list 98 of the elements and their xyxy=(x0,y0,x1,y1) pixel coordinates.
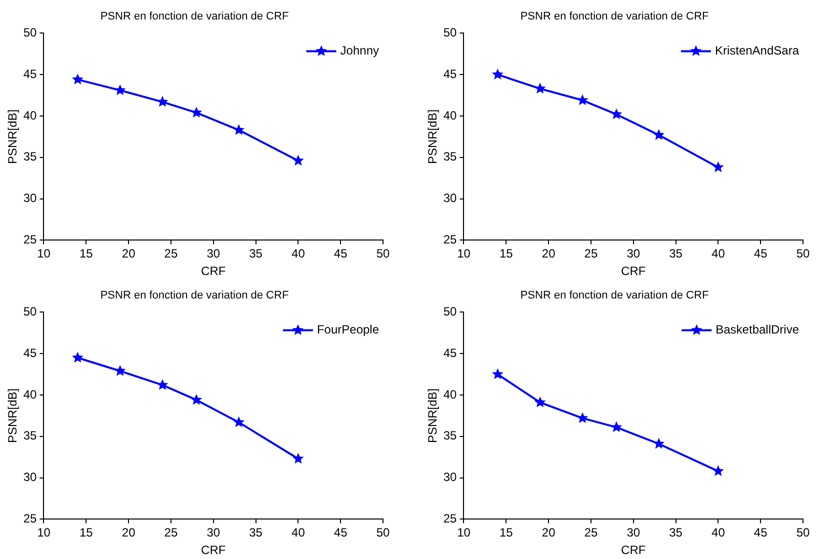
point xyxy=(190,394,202,405)
x-tick-label: 40 xyxy=(292,246,306,261)
y-tick-label: 50 xyxy=(23,26,38,40)
y-tick-label: 35 xyxy=(23,428,38,443)
legend-label: FourPeople xyxy=(316,322,380,337)
point xyxy=(72,74,84,84)
x-tick-label: 45 xyxy=(754,246,768,261)
x-tick-label: 45 xyxy=(334,246,348,261)
x-tick-label: 30 xyxy=(206,526,220,540)
x-axis-title: CRF xyxy=(201,543,226,558)
x-tick-label: 30 xyxy=(626,246,640,261)
x-tick-label: 45 xyxy=(334,526,348,540)
point xyxy=(233,416,245,428)
y-tick-label: 25 xyxy=(23,232,38,247)
y-tick-label: 50 xyxy=(443,26,458,40)
legend-label: KristenAndSara xyxy=(714,44,800,58)
y-tick-label: 50 xyxy=(443,304,458,319)
x-tick-label: 25 xyxy=(584,246,598,261)
y-tick-label: 45 xyxy=(23,66,38,81)
x-tick-label: 50 xyxy=(376,246,390,261)
x-tick-label: 10 xyxy=(37,246,51,261)
legend-label: BasketballDrive xyxy=(716,322,800,337)
chart-title: PSNR en fonction de variation de CRF xyxy=(520,290,709,302)
point xyxy=(610,108,622,120)
y-axis-title: PSNR[dB] xyxy=(6,388,20,444)
chart-title: PSNR en fonction de variation de CRF xyxy=(520,10,709,23)
y-tick-label: 25 xyxy=(23,512,38,526)
y-tick-label: 45 xyxy=(23,346,38,360)
point xyxy=(72,352,84,363)
x-tick-label: 40 xyxy=(292,526,306,540)
x-tick-label: 35 xyxy=(669,526,683,540)
y-tick-label: 30 xyxy=(23,470,38,484)
x-tick-label: 15 xyxy=(499,246,514,261)
x-tick-label: 30 xyxy=(626,526,640,540)
point xyxy=(576,412,588,424)
x-tick-label: 15 xyxy=(499,526,514,540)
x-tick-label: 15 xyxy=(79,526,94,540)
x-axis-title: CRF xyxy=(621,543,646,558)
point xyxy=(492,368,504,380)
y-tick-label: 30 xyxy=(443,470,458,484)
point xyxy=(653,438,665,449)
y-tick-label: 50 xyxy=(23,304,38,319)
point xyxy=(233,124,245,135)
x-tick-label: 20 xyxy=(542,246,556,261)
y-tick-label: 25 xyxy=(443,232,458,247)
x-tick-label: 50 xyxy=(796,246,810,261)
x-tick-label: 35 xyxy=(249,526,263,540)
x-tick-label: 35 xyxy=(249,246,263,261)
x-tick-label: 20 xyxy=(122,246,136,261)
x-tick-label: 25 xyxy=(584,526,598,540)
point xyxy=(156,379,168,390)
y-tick-label: 35 xyxy=(443,428,458,443)
y-tick-label: 30 xyxy=(443,191,458,206)
point xyxy=(190,106,202,118)
chart-title: PSNR en fonction de variation de CRF xyxy=(100,290,289,302)
x-tick-label: 10 xyxy=(457,526,471,540)
x-tick-label: 40 xyxy=(712,526,726,540)
point xyxy=(292,154,304,166)
point xyxy=(292,452,304,464)
point xyxy=(114,84,126,96)
x-tick-label: 25 xyxy=(164,246,178,261)
x-tick-label: 40 xyxy=(712,246,726,261)
point xyxy=(492,68,504,80)
point xyxy=(653,129,665,140)
point xyxy=(610,421,622,432)
y-tick-label: 25 xyxy=(443,512,458,526)
y-tick-label: 30 xyxy=(23,191,38,206)
legend-label: Johnny xyxy=(340,44,380,58)
point xyxy=(712,161,724,172)
point xyxy=(576,94,588,106)
x-axis-title: CRF xyxy=(201,264,226,278)
y-tick-label: 40 xyxy=(443,387,458,402)
y-tick-label: 35 xyxy=(23,150,38,164)
chart-title: PSNR en fonction de variation de CRF xyxy=(100,10,289,23)
y-tick-label: 35 xyxy=(443,150,458,164)
point xyxy=(712,465,724,476)
x-tick-label: 20 xyxy=(122,526,136,540)
y-axis-title: PSNR[dB] xyxy=(6,109,20,164)
x-tick-label: 25 xyxy=(164,526,178,540)
y-axis-title: PSNR[dB] xyxy=(426,388,440,444)
x-tick-label: 10 xyxy=(457,246,471,261)
x-tick-label: 30 xyxy=(206,246,220,261)
x-tick-label: 20 xyxy=(542,526,556,540)
y-tick-label: 45 xyxy=(443,346,458,360)
y-tick-label: 40 xyxy=(23,108,38,122)
x-tick-label: 10 xyxy=(37,526,51,540)
x-tick-label: 50 xyxy=(376,526,390,540)
point xyxy=(534,396,546,408)
y-tick-label: 40 xyxy=(443,108,458,122)
y-axis-title: PSNR[dB] xyxy=(426,109,440,164)
y-tick-label: 40 xyxy=(23,387,38,402)
point xyxy=(534,82,546,94)
x-tick-label: 35 xyxy=(669,246,683,261)
x-tick-label: 50 xyxy=(796,526,810,540)
x-tick-label: 45 xyxy=(754,526,768,540)
y-tick-label: 45 xyxy=(443,66,458,81)
x-axis-title: CRF xyxy=(621,264,646,278)
x-tick-label: 15 xyxy=(79,246,94,261)
